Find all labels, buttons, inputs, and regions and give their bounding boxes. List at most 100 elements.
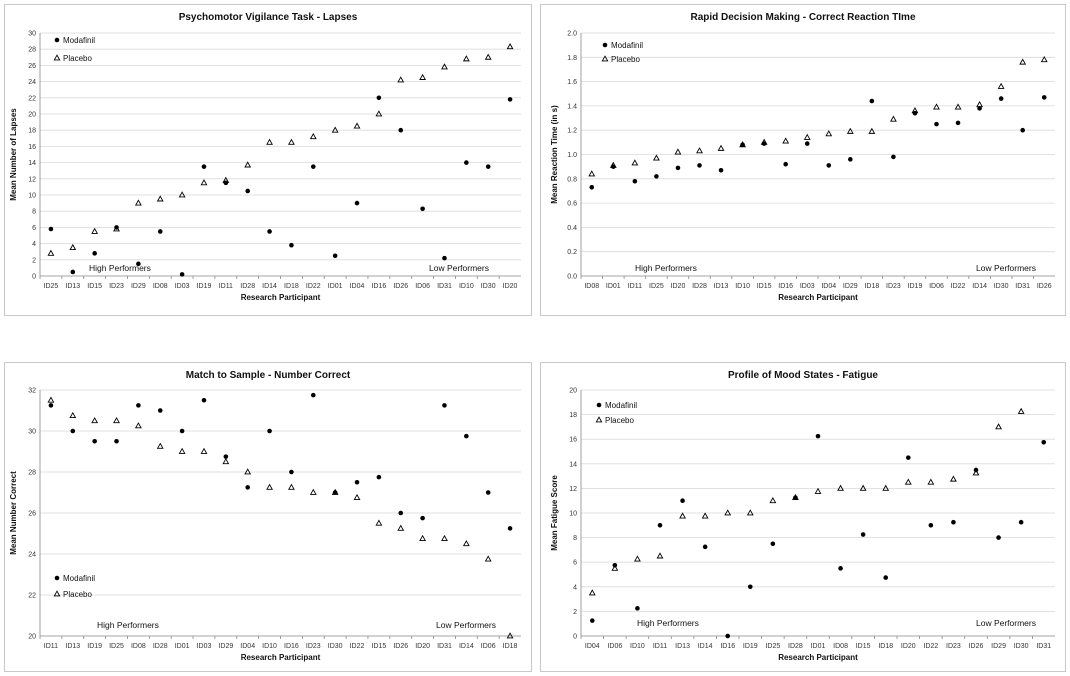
data-point-modafinil	[136, 403, 141, 408]
data-point-placebo	[868, 127, 876, 134]
x-tick-label: ID20	[671, 283, 686, 290]
data-point-modafinil	[770, 541, 776, 547]
legend-marker-placebo	[595, 416, 603, 423]
y-tick-label: 8	[32, 209, 36, 216]
data-point-modafinil	[114, 438, 119, 444]
x-tick-label: ID28	[153, 643, 168, 650]
data-point-placebo	[462, 540, 470, 547]
y-axis-label: Mean Reaction Time (in s)	[550, 105, 559, 204]
x-tick-label: ID19	[87, 643, 102, 650]
data-point-modafinil	[657, 523, 663, 528]
data-point-placebo	[656, 552, 664, 559]
x-tick-label: ID18	[864, 283, 879, 290]
y-tick-label: 22	[28, 593, 36, 600]
data-point-placebo	[309, 488, 317, 495]
data-point-placebo	[506, 43, 514, 50]
x-tick-label: ID06	[481, 643, 496, 650]
x-tick-label: ID04	[350, 283, 365, 290]
data-point-modafinil	[354, 479, 360, 485]
y-tick-label: 4	[32, 241, 36, 248]
x-tick-label: ID11	[653, 643, 667, 650]
data-point-modafinil	[157, 408, 163, 413]
data-point-placebo	[859, 484, 867, 491]
x-tick-label: ID15	[371, 643, 386, 650]
data-point-placebo	[47, 396, 55, 403]
y-tick-label: 30	[28, 429, 36, 436]
legend-label-placebo: Placebo	[611, 55, 640, 64]
data-point-placebo	[288, 483, 295, 490]
x-tick-label: ID03	[175, 283, 190, 290]
data-point-placebo	[353, 122, 361, 129]
x-tick-label: ID03	[197, 643, 212, 650]
legend-label-modafinil: Modafinil	[605, 401, 637, 410]
data-point-placebo	[484, 53, 492, 60]
data-point-placebo	[760, 138, 768, 145]
data-point-placebo	[911, 107, 919, 114]
data-point-placebo	[1019, 58, 1027, 65]
x-tick-label: ID29	[131, 283, 146, 290]
legend-marker-modafinil	[602, 42, 608, 48]
x-tick-label: ID29	[991, 643, 1006, 650]
y-axis-label: Mean Number Correct	[9, 471, 18, 555]
data-point-placebo	[724, 509, 732, 516]
x-tick-label: ID29	[218, 643, 233, 650]
y-tick-label: 2	[573, 609, 577, 616]
x-tick-label: ID30	[328, 643, 343, 650]
chart-title: Profile of Mood States - Fatigue	[728, 370, 878, 381]
y-tick-label: 2	[32, 257, 36, 264]
x-tick-label: ID10	[459, 283, 474, 290]
y-axis-label: Mean Fatigue Score	[550, 475, 559, 551]
y-tick-label: 0.0	[567, 274, 577, 281]
data-point-modafinil	[201, 397, 207, 403]
data-point-modafinil	[815, 433, 821, 439]
x-tick-label: ID20	[503, 283, 518, 290]
x-tick-label: ID22	[923, 643, 938, 650]
data-point-modafinil	[289, 242, 294, 248]
x-tick-label: ID08	[584, 283, 599, 290]
data-point-placebo	[419, 534, 427, 542]
y-tick-label: 16	[28, 144, 36, 151]
annotation-low-performers: Low Performers	[436, 620, 496, 630]
x-tick-label: ID01	[606, 283, 621, 290]
data-point-modafinil	[860, 532, 866, 537]
x-tick-label: ID26	[393, 643, 408, 650]
x-tick-label: ID28	[788, 643, 803, 650]
x-tick-label: ID23	[946, 643, 961, 650]
annotation-low-performers: Low Performers	[976, 618, 1036, 628]
y-tick-label: 30	[28, 31, 36, 38]
y-tick-label: 0.8	[567, 176, 577, 183]
y-tick-label: 20	[569, 388, 577, 395]
annotation-high-performers: High Performers	[635, 263, 697, 273]
data-point-modafinil	[783, 161, 788, 167]
x-tick-label: ID26	[969, 643, 984, 650]
data-point-modafinil	[951, 519, 956, 525]
data-point-placebo	[134, 422, 142, 429]
x-tick-label: ID31	[437, 643, 452, 650]
x-tick-label: ID16	[720, 643, 735, 650]
x-tick-label: ID30	[994, 283, 1009, 290]
x-tick-label: ID19	[197, 283, 212, 290]
x-tick-label: ID16	[778, 283, 793, 290]
x-tick-label: ID10	[630, 643, 645, 650]
data-point-placebo	[679, 512, 686, 519]
data-point-modafinil	[955, 120, 961, 126]
x-tick-label: ID28	[692, 283, 707, 290]
y-tick-label: 24	[28, 552, 36, 559]
data-point-placebo	[995, 423, 1002, 430]
x-tick-label: ID08	[153, 283, 168, 290]
annotation-high-performers: High Performers	[97, 620, 159, 630]
data-point-placebo	[652, 154, 660, 161]
data-point-modafinil	[635, 606, 640, 611]
x-tick-label: ID30	[481, 283, 496, 290]
data-point-modafinil	[869, 98, 875, 104]
y-tick-label: 2.0	[567, 31, 577, 38]
x-tick-label: ID19	[743, 643, 758, 650]
data-point-modafinil	[507, 526, 513, 531]
data-point-modafinil	[289, 469, 294, 475]
x-tick-label: ID04	[821, 283, 836, 290]
y-tick-label: 0	[573, 634, 577, 641]
x-tick-label: ID25	[109, 643, 124, 650]
legend-marker-modafinil	[54, 575, 60, 581]
data-point-modafinil	[92, 251, 97, 256]
x-tick-label: ID26	[1037, 283, 1052, 290]
